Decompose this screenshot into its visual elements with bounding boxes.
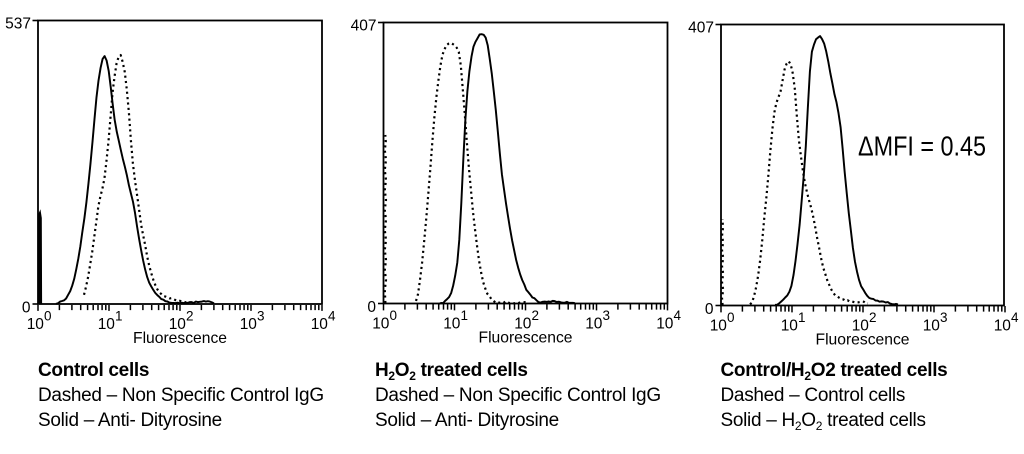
svg-text:0: 0 bbox=[705, 301, 714, 318]
svg-text:Fluorescence: Fluorescence bbox=[816, 332, 910, 349]
svg-text:Fluorescence: Fluorescence bbox=[479, 330, 573, 347]
svg-text:407: 407 bbox=[688, 19, 714, 36]
svg-text:0: 0 bbox=[22, 299, 31, 316]
svg-text:Fluorescence: Fluorescence bbox=[133, 330, 227, 347]
svg-text:0: 0 bbox=[367, 299, 376, 316]
svg-text:ΔMFI = 0.45: ΔMFI = 0.45 bbox=[858, 131, 986, 162]
svg-text:537: 537 bbox=[5, 15, 31, 32]
svg-text:407: 407 bbox=[351, 17, 377, 34]
